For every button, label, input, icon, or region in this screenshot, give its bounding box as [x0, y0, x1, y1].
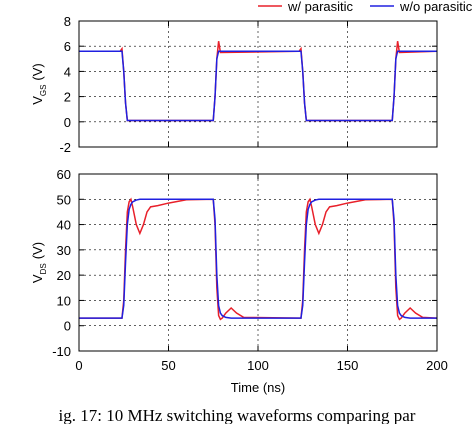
plot-frame: [78, 173, 438, 352]
x-tick-label: 150: [337, 358, 359, 373]
x-tick-label: 200: [426, 358, 448, 373]
y-axis-label: VGS (V): [30, 63, 48, 105]
x-axis-label: Time (ns): [231, 380, 285, 395]
caption: ig. 17: 10 MHz switching waveforms compa…: [59, 406, 416, 424]
y-axis-label: VDS (V): [30, 242, 48, 283]
y-label-main: V: [30, 96, 45, 105]
y-tick-label: 4: [64, 64, 71, 79]
plot-frame: [78, 20, 438, 148]
x-tick-label: 100: [247, 358, 269, 373]
y-tick-label: -2: [59, 140, 71, 155]
legend-label: w/o parasitic: [399, 0, 473, 14]
y-tick-label: 0: [64, 115, 71, 130]
series-line: [79, 198, 437, 319]
y-tick-label: 50: [57, 192, 71, 207]
y-label-sub: DS: [39, 263, 48, 274]
y-tick-label: 40: [57, 218, 71, 233]
series-line: [79, 50, 437, 122]
legend-label: w/ parasitic: [287, 0, 354, 14]
y-label-unit: (V): [30, 242, 45, 259]
y-tick-label: 60: [57, 167, 71, 182]
y-tick-label: 30: [57, 243, 71, 258]
y-tick-label: 0: [64, 319, 71, 334]
y-tick-label: -10: [52, 344, 71, 359]
y-tick-label: 2: [64, 90, 71, 105]
y-tick-label: 6: [64, 39, 71, 54]
y-label-sub: GS: [39, 85, 48, 97]
y-tick-label: 8: [64, 14, 71, 29]
y-label-unit: (V): [30, 63, 45, 80]
y-tick-label: 10: [57, 293, 71, 308]
x-tick-label: 0: [75, 358, 82, 373]
y-tick-label: 20: [57, 268, 71, 283]
x-tick-label: 50: [161, 358, 175, 373]
series-line: [79, 41, 437, 122]
y-label-main: V: [30, 274, 45, 283]
